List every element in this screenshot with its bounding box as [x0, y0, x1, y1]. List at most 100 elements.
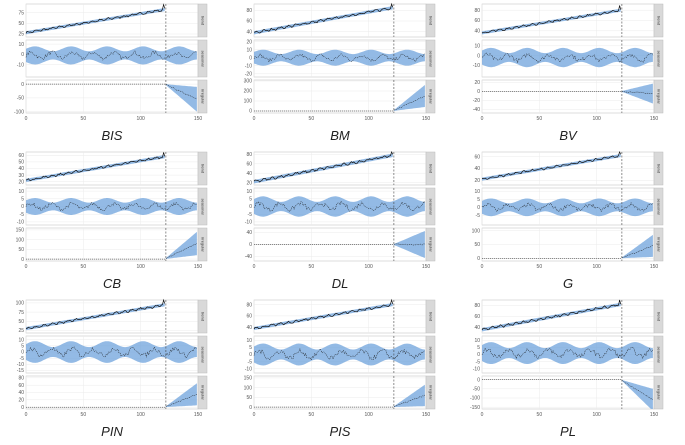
confidence-band	[482, 342, 653, 364]
x-tick-label: 50	[81, 412, 87, 418]
x-tick-label: 150	[194, 116, 203, 122]
x-tick-label: 0	[25, 116, 28, 122]
panel-seasonal: -10 -5 0 510 seasonal	[245, 187, 436, 226]
x-tick-label: 50	[537, 264, 543, 270]
y-tick-label: 10	[474, 44, 480, 50]
panel-trend: 20 40 60 80 trend	[246, 151, 436, 186]
x-tick-label: 150	[194, 412, 203, 418]
y-tick-label: 80	[18, 376, 24, 382]
x-tick-label: 0	[253, 116, 256, 122]
panel-seasonal: -20 -10 0 10 20 seasonal	[245, 39, 436, 77]
y-tick-label: 40	[474, 29, 480, 35]
confidence-band	[165, 84, 197, 112]
panel-irregular: 0 100 200 300 irregular	[244, 79, 436, 115]
y-tick-label: 20	[18, 398, 24, 404]
y-tick-label: -20	[473, 98, 480, 104]
y-tick-label: 5	[477, 197, 480, 203]
y-tick-label: 60	[18, 153, 24, 159]
panel-seasonal: -10 -5 0 510 seasonal	[17, 187, 208, 226]
strip-label: seasonal	[200, 346, 205, 362]
x-tick-label: 50	[309, 412, 315, 418]
y-tick-label: 100	[472, 228, 481, 234]
panel-irregular: 0 50 100 irregular	[472, 227, 664, 262]
strip-label: irregular	[428, 385, 433, 400]
confidence-band	[482, 302, 621, 332]
y-tick-label: 10	[246, 47, 252, 53]
panel-frame	[25, 299, 199, 334]
y-tick-label: 40	[18, 166, 24, 172]
y-tick-label: 200	[244, 89, 253, 95]
y-tick-label: 0	[477, 205, 480, 211]
y-tick-label: 0	[249, 204, 252, 210]
y-tick-label: -10	[245, 220, 252, 226]
strip-label: seasonal	[656, 346, 661, 362]
panel-strip	[425, 3, 436, 38]
panel-strip	[197, 79, 208, 114]
y-tick-label: -5	[20, 212, 25, 218]
panel-strip	[425, 187, 436, 226]
confidence-band	[482, 8, 621, 35]
x-tick-label: 50	[81, 264, 87, 270]
chart-title: G	[563, 276, 573, 291]
strip-label: trend	[428, 16, 433, 25]
x-tick-label: 150	[422, 116, 431, 122]
series-line	[254, 2, 394, 34]
x-tick-label: 0	[481, 116, 484, 122]
panel-frame	[253, 151, 427, 186]
y-tick-label: 0	[21, 257, 24, 263]
y-tick-label: 150	[244, 376, 253, 382]
strip-label: seasonal	[428, 50, 433, 66]
confidence-band	[254, 196, 425, 217]
strip-label: seasonal	[200, 50, 205, 66]
chart-title: CB	[103, 276, 121, 291]
y-tick-label: 40	[474, 325, 480, 331]
y-tick-label: 0	[249, 109, 252, 115]
y-tick-label: 0	[21, 350, 24, 356]
y-tick-label: 30	[18, 173, 24, 179]
confidence-band	[254, 303, 393, 330]
y-tick-label: 25	[18, 328, 24, 334]
y-tick-label: 0	[477, 256, 480, 262]
series-line	[26, 243, 198, 260]
chart-title: PIN	[101, 424, 123, 439]
x-tick-label: 50	[309, 116, 315, 122]
strip-label: trend	[656, 16, 661, 25]
y-tick-label: 80	[246, 152, 252, 158]
y-tick-label: 60	[246, 314, 252, 320]
y-tick-label: -5	[476, 359, 481, 365]
chart-title: PL	[560, 424, 576, 439]
y-tick-label: 0	[249, 405, 252, 411]
panel-trend: 40 60 80 trend	[246, 2, 436, 38]
y-tick-label: 0	[477, 89, 480, 95]
panel-trend: 25 50 75 trend	[18, 3, 208, 38]
panel-strip	[653, 187, 664, 226]
series-line	[26, 394, 197, 408]
y-tick-label: 0	[21, 52, 24, 58]
confidence-band	[26, 46, 197, 65]
strip-label: trend	[428, 312, 433, 321]
panel-strip	[197, 227, 208, 262]
x-tick-label: 150	[650, 412, 659, 418]
confidence-band	[26, 8, 165, 35]
panel-strip	[653, 299, 664, 334]
series-line	[253, 347, 426, 361]
y-tick-label: 60	[474, 314, 480, 320]
y-tick-label: -10	[473, 63, 480, 69]
y-tick-label: 75	[18, 10, 24, 16]
y-tick-label: 150	[16, 228, 25, 234]
y-tick-label: 100	[16, 301, 25, 307]
panel-strip	[197, 375, 208, 410]
y-tick-label: 40	[246, 171, 252, 177]
y-tick-label: 5	[477, 345, 480, 351]
panel-irregular: 0 50 100 150 irregular	[16, 227, 208, 263]
y-tick-label: 0	[477, 352, 480, 358]
confidence-band	[482, 198, 653, 217]
series-line	[26, 83, 198, 100]
x-tick-label: 150	[650, 264, 659, 270]
strip-label: trend	[200, 16, 205, 25]
y-tick-label: 100	[16, 237, 25, 243]
y-tick-label: -40	[473, 107, 480, 113]
y-tick-label: -10	[245, 366, 252, 372]
confidence-band	[26, 341, 197, 363]
